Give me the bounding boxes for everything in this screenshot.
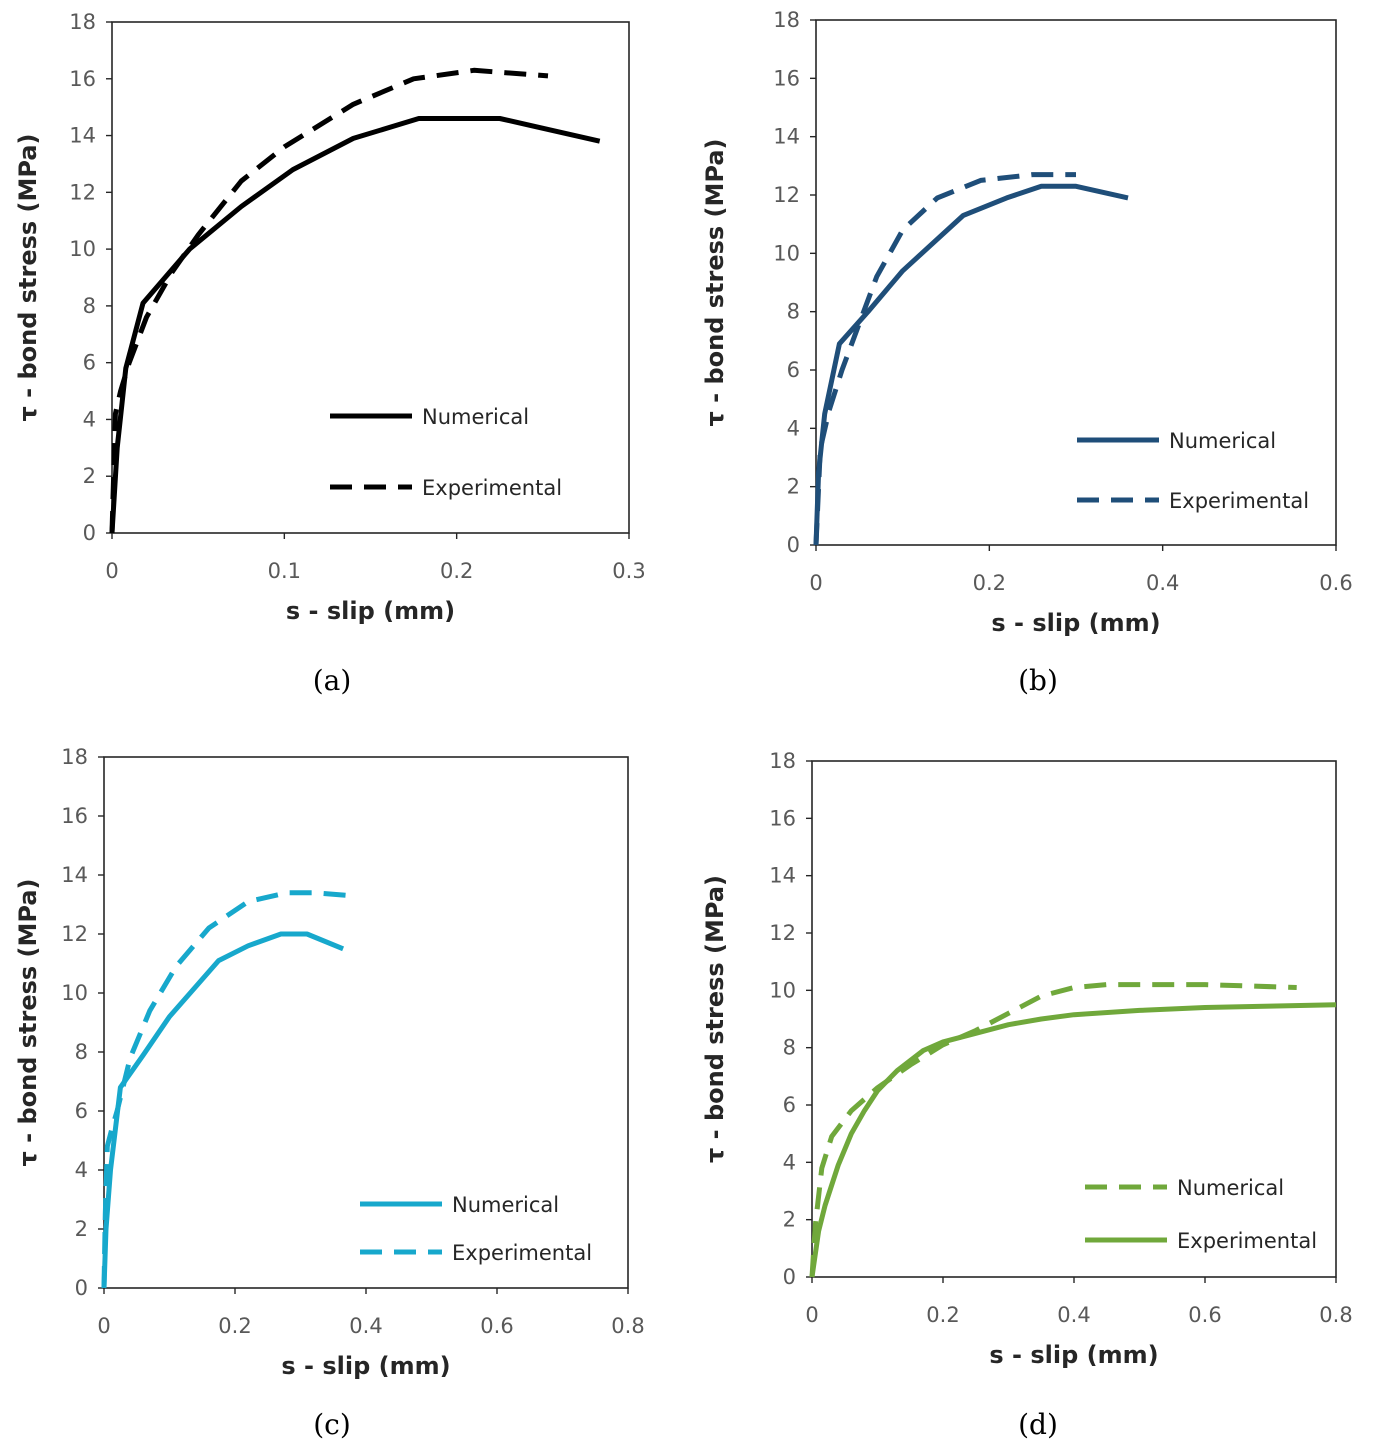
caption-b: (b) bbox=[1018, 664, 1058, 697]
y-axis-label: τ - bond stress (MPa) bbox=[701, 875, 729, 1163]
y-tick-label: 18 bbox=[61, 745, 88, 769]
x-tick-label: 0.1 bbox=[268, 559, 301, 583]
x-tick-label: 0.3 bbox=[612, 559, 645, 583]
y-tick-label: 4 bbox=[783, 1150, 796, 1174]
x-tick-label: 0 bbox=[805, 1303, 818, 1327]
y-tick-label: 6 bbox=[787, 358, 800, 382]
y-tick-label: 16 bbox=[69, 67, 96, 91]
y-tick-label: 16 bbox=[769, 806, 796, 830]
x-tick-label: 0.4 bbox=[1146, 571, 1179, 595]
legend-label-experimental: Experimental bbox=[1169, 489, 1309, 513]
y-tick-label: 12 bbox=[773, 183, 800, 207]
y-tick-label: 2 bbox=[75, 1217, 88, 1241]
y-tick-label: 4 bbox=[75, 1158, 88, 1182]
y-tick-label: 8 bbox=[75, 1040, 88, 1064]
y-tick-label: 14 bbox=[69, 124, 96, 148]
y-tick-label: 2 bbox=[783, 1208, 796, 1232]
legend: Numerical Experimental bbox=[330, 405, 562, 500]
legend-label-experimental: Experimental bbox=[422, 476, 562, 500]
y-tick-label: 8 bbox=[783, 1036, 796, 1060]
x-axis-label: s - slip (mm) bbox=[991, 609, 1160, 637]
x-tick-label: 0 bbox=[809, 571, 822, 595]
series-numerical-line bbox=[813, 183, 1129, 546]
x-tick-label: 0.6 bbox=[480, 1314, 513, 1338]
caption-d: (d) bbox=[1018, 1408, 1058, 1441]
y-tick-label: 0 bbox=[787, 533, 800, 557]
series-numerical-line bbox=[809, 982, 1297, 1278]
y-tick-label: 18 bbox=[769, 749, 796, 773]
y-axis-label: τ - bond stress (MPa) bbox=[701, 138, 729, 426]
chart-c: 0 2 4 6 8 10 12 14 16 18 0 0.2 0.4 0.6 0.8 s - slip (mm… bbox=[14, 745, 645, 1380]
y-tick-label: 14 bbox=[769, 864, 796, 888]
x-axis-label: s - slip (mm) bbox=[281, 1352, 450, 1380]
y-tick-label: 2 bbox=[83, 464, 96, 488]
x-tick-label: 0 bbox=[97, 1314, 110, 1338]
series-experimental-line bbox=[109, 67, 549, 534]
legend-label-experimental: Experimental bbox=[452, 1241, 592, 1265]
y-tick-label: 16 bbox=[61, 804, 88, 828]
series-experimental-line bbox=[813, 172, 1076, 546]
x-tick-label: 0.2 bbox=[973, 571, 1006, 595]
x-axis-label: s - slip (mm) bbox=[989, 1341, 1158, 1369]
y-axis-label: τ - bond stress (MPa) bbox=[14, 133, 42, 421]
legend-label-numerical: Numerical bbox=[1177, 1176, 1284, 1200]
legend-label-numerical: Numerical bbox=[1169, 429, 1276, 453]
series-experimental-line bbox=[809, 1002, 1337, 1278]
x-tick-label: 0.2 bbox=[218, 1314, 251, 1338]
x-tick-label: 0.6 bbox=[1319, 571, 1352, 595]
y-tick-label: 6 bbox=[783, 1093, 796, 1117]
y-tick-label: 6 bbox=[83, 351, 96, 375]
x-tick-label: 0.4 bbox=[1057, 1303, 1090, 1327]
y-tick-label: 0 bbox=[75, 1276, 88, 1300]
legend-label-experimental: Experimental bbox=[1177, 1229, 1317, 1253]
y-tick-label: 0 bbox=[83, 521, 96, 545]
x-tick-label: 0.6 bbox=[1188, 1303, 1221, 1327]
caption-a: (a) bbox=[312, 664, 352, 697]
legend: Numerical Experimental bbox=[1077, 429, 1309, 513]
y-tick-label: 10 bbox=[69, 237, 96, 261]
y-tick-label: 16 bbox=[773, 66, 800, 90]
y-tick-label: 4 bbox=[83, 407, 96, 431]
y-tick-label: 10 bbox=[61, 981, 88, 1005]
y-tick-label: 2 bbox=[787, 475, 800, 499]
x-tick-label: 0.8 bbox=[1319, 1303, 1352, 1327]
y-tick-label: 4 bbox=[787, 416, 800, 440]
y-tick-label: 12 bbox=[69, 180, 96, 204]
plot-frame bbox=[111, 21, 630, 534]
y-tick-label: 8 bbox=[787, 300, 800, 324]
legend-label-numerical: Numerical bbox=[452, 1193, 559, 1217]
chart-b: 0 2 4 6 8 10 12 14 16 18 0 0.2 0.4 0.6 s - slip (mm) τ … bbox=[701, 8, 1353, 637]
x-tick-label: 0.8 bbox=[611, 1314, 644, 1338]
x-axis-label: s - slip (mm) bbox=[286, 597, 455, 625]
y-tick-label: 10 bbox=[773, 241, 800, 265]
x-tick-label: 0.4 bbox=[349, 1314, 382, 1338]
legend-label-numerical: Numerical bbox=[422, 405, 529, 429]
plot-frame bbox=[815, 19, 1337, 546]
series-experimental-line bbox=[101, 890, 350, 1289]
series-numerical-line bbox=[101, 931, 345, 1289]
chart-a: 0 2 4 6 8 10 12 14 16 18 0 0.1 0.2 0.3 s - slip (mm) τ … bbox=[14, 10, 646, 625]
y-tick-label: 18 bbox=[69, 10, 96, 34]
x-tick-label: 0.2 bbox=[926, 1303, 959, 1327]
y-tick-label: 14 bbox=[61, 863, 88, 887]
y-tick-label: 0 bbox=[783, 1265, 796, 1289]
y-tick-label: 18 bbox=[773, 8, 800, 32]
legend: Numerical Experimental bbox=[360, 1193, 592, 1265]
y-tick-label: 12 bbox=[769, 921, 796, 945]
chart-d: 0 2 4 6 8 10 12 14 16 18 0 0.2 0.4 0.6 0.8 s - slip (mm… bbox=[701, 749, 1353, 1369]
y-axis-label: τ - bond stress (MPa) bbox=[14, 878, 42, 1166]
y-tick-label: 10 bbox=[769, 978, 796, 1002]
y-tick-label: 14 bbox=[773, 125, 800, 149]
y-tick-label: 8 bbox=[83, 294, 96, 318]
y-tick-label: 6 bbox=[75, 1099, 88, 1123]
caption-c: (c) bbox=[313, 1408, 351, 1441]
series-numerical-line bbox=[109, 116, 601, 534]
y-tick-label: 12 bbox=[61, 922, 88, 946]
x-tick-label: 0.2 bbox=[440, 559, 473, 583]
x-tick-label: 0 bbox=[105, 559, 118, 583]
legend: Numerical Experimental bbox=[1085, 1176, 1317, 1253]
